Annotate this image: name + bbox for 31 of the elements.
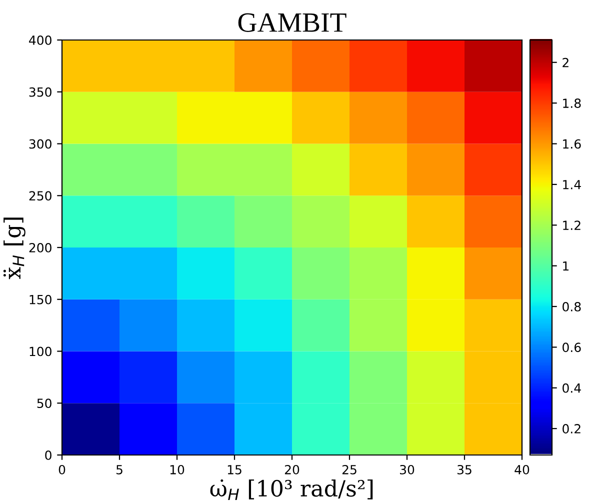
x-tick-label: 5	[116, 465, 122, 474]
x-tick-label: 30	[400, 464, 414, 474]
color-bar-label: 0.4	[562, 383, 581, 393]
y-tick-label: 400	[29, 35, 52, 45]
y-tick-label: 150	[30, 294, 52, 304]
x-tick-label: 35	[458, 464, 472, 474]
y-tick-label: 200	[29, 242, 52, 252]
y-tick-label: 100	[30, 346, 52, 356]
color-bar-label: 2	[562, 58, 568, 68]
y-tick-label: 300	[29, 139, 52, 149]
x-tick-label: 40	[514, 464, 530, 474]
y-tick-label: 350	[29, 87, 52, 97]
y-axis-title: ẍ$_{H}$ [g]	[3, 218, 26, 280]
color-bar-label: 0.2	[562, 424, 580, 434]
color-bar-label: 1.6	[563, 139, 581, 149]
color-bar-label: 1.4	[563, 180, 581, 190]
x-tick-label: 20	[284, 464, 300, 474]
y-tick-label: 50	[37, 398, 52, 408]
color-bar-label: 1.2	[563, 220, 580, 230]
color-bar-label: 0.8	[562, 302, 581, 312]
x-tick-label: 0	[58, 464, 66, 474]
y-tick-label: 0	[45, 450, 52, 460]
color-bar-label: 0.6	[562, 342, 581, 352]
y-tick-label: 250	[29, 191, 52, 201]
x-tick-label: 25	[342, 464, 356, 474]
color-bar-label: 1	[563, 261, 569, 271]
chart-title: GAMBIT	[238, 13, 346, 32]
x-axis-title: ω̇$_{H}$ [10³ rad/s²]	[210, 479, 373, 500]
color-bar-label: 1.8	[563, 98, 581, 108]
x-tick-label: 15	[228, 465, 242, 474]
x-tick-label: 10	[170, 464, 184, 474]
